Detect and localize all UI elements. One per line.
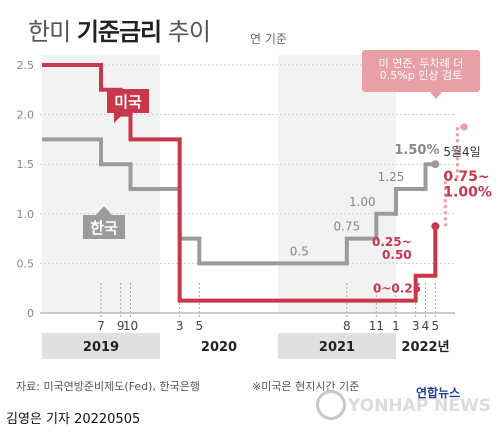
series-point-us-end [431, 222, 440, 231]
x-tick-label: 3 [412, 319, 420, 333]
forecast-note-text: 미 연준, 두차례 더 0.5%p 인상 검토 [379, 57, 464, 82]
series-line-us-forecast [443, 125, 464, 227]
title-part1: 한미 [28, 18, 71, 46]
data-label: 1.50% [394, 143, 439, 158]
y-tick-label: 0.5 [17, 257, 35, 270]
x-tick-label: 8 [343, 319, 351, 333]
data-label: 0.75 [333, 220, 360, 234]
series-tag-us-pointer [114, 113, 124, 123]
series-point-us-forecast [460, 123, 468, 131]
y-tick-label: 1.5 [17, 158, 35, 171]
year-label: 2020 [201, 340, 237, 355]
data-label: 0~0.25 [373, 282, 421, 296]
x-tick-label: 9 [117, 319, 125, 333]
series-tag-us-bg [107, 89, 149, 113]
series-tag-korea-bg [83, 215, 125, 239]
brand-ko: 연합뉴스 [416, 386, 461, 400]
yonhap-mark-icon [316, 390, 346, 420]
data-label: 1.25 [378, 170, 405, 184]
forecast-note-pointer [430, 92, 442, 99]
x-tick-label: 7 [97, 319, 105, 333]
series-tag-us: 미국 [114, 93, 142, 111]
year-label: 2019 [83, 340, 119, 355]
series-line-us [42, 63, 438, 303]
title-bold: 기준금리 [76, 18, 162, 46]
year-label-bg-2021 [278, 333, 396, 359]
data-label: 5월4일 [443, 145, 480, 159]
y-tick-label: 0 [27, 307, 34, 320]
data-label: 1.00 [349, 195, 376, 209]
title-part2: 추이 [167, 18, 211, 46]
series-line-korea [42, 137, 436, 266]
x-tick-label: 5 [196, 319, 204, 333]
brand-en: YONHAP NEWS [348, 396, 491, 416]
x-tick-label: 4 [422, 319, 430, 333]
x-tick-label: 11 [369, 319, 384, 333]
time-note: ※미국은 현지시간 기준 [252, 380, 360, 393]
forecast-note-box [362, 50, 480, 92]
y-tick-label: 1.0 [17, 208, 35, 221]
year-label: 2022년 [401, 340, 449, 355]
source-note: 자료: 미국연방준비제도(Fed), 한국은행 [16, 380, 200, 393]
data-label: 0.75~ 1.00% [443, 169, 492, 200]
x-tick-label: 10 [123, 319, 138, 333]
series-point-korea-end [431, 160, 440, 169]
unit-label: 연 기준 [250, 32, 287, 46]
year-label-bg-2019 [42, 333, 160, 359]
x-tick-label: 5 [432, 319, 440, 333]
year-label: 2021 [319, 340, 355, 355]
x-tick-label: 3 [176, 319, 184, 333]
yonhap-logo: 연합뉴스 YONHAP NEWS [316, 384, 496, 428]
credit-line: 김영은 기자 20220505 [6, 412, 141, 427]
y-tick-label: 2.0 [17, 109, 35, 122]
data-label: 0.25~ 0.50 [372, 235, 412, 262]
series-tag-korea-pointer [96, 206, 112, 215]
data-label: 0.5 [290, 244, 309, 258]
x-tick-label: 1 [392, 319, 400, 333]
year-band-2021 [278, 55, 396, 313]
series-tag-korea: 한국 [90, 219, 118, 237]
page-title: 한미 기준금리 추이 [28, 12, 211, 47]
y-tick-label: 2.5 [17, 59, 35, 72]
